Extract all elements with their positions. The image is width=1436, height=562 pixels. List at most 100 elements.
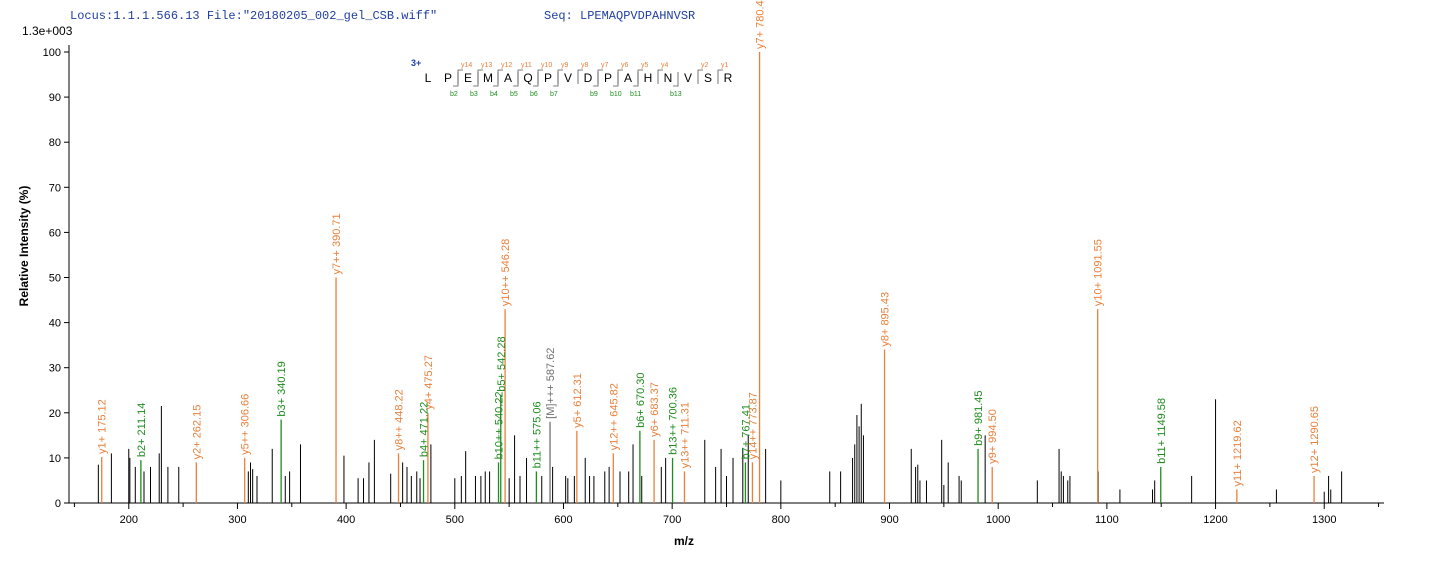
b-ion-label: b10 [610,91,622,98]
y-ion-label: y12 [501,62,512,69]
y-tick-label: 0 [55,498,61,510]
y-ion-label: y2 [701,62,709,69]
y-tick-label: 90 [49,92,61,104]
b-ion-label: b6 [530,91,538,98]
y-cleavage [577,69,583,84]
residue: V [684,71,692,85]
peak-label: y14++ 773.87 [747,392,759,459]
y-tick-label: 50 [49,273,61,285]
residue: D [584,71,593,85]
residue: M [483,71,493,85]
b-ion-label: b5 [510,91,518,98]
residue: R [724,71,733,85]
y-cleavage [497,69,503,84]
scale-label: 1.3e+003 [22,24,73,38]
b-ion-label: b11 [630,91,641,98]
chart-subtitle: Seq: LPEMAQPVDPAHNVSR [544,9,695,23]
x-tick-label: 300 [228,514,246,526]
x-tick-label: 1300 [1312,514,1336,526]
peak-label: b6+ 670.30 [635,372,647,427]
peak-label: b3+ 340.19 [276,361,288,416]
residue: Q [523,71,532,85]
y-ion-label: y14 [461,62,472,69]
b-cleavage [613,72,619,87]
residue: E [464,71,472,85]
residue: P [444,71,452,85]
y-ion-label: y4 [661,62,669,69]
peak-label: y8++ 448.22 [394,389,406,450]
peak-label: y5+ 612.31 [572,373,584,428]
residue: S [704,71,712,85]
peak-label: y4+ 475.27 [423,355,435,410]
peak-label: y9+ 994.50 [987,409,999,464]
b-ion-label: b9 [590,91,598,98]
peak-label: y1+ 175.12 [97,399,109,454]
peak-label: b11+ 1149.58 [1156,398,1168,464]
x-tick-label: 900 [880,514,898,526]
y-cleavage [657,69,663,84]
b-cleavage [453,72,459,87]
residue: V [564,71,572,85]
peak-label: y11+ 1219.62 [1232,420,1244,486]
x-tick-label: 800 [772,514,790,526]
b-cleavage [473,72,479,87]
y-tick-label: 100 [43,47,61,59]
peak-label: y13++ 711.31 [679,402,691,468]
residue: P [604,71,612,85]
b-cleavage [633,72,639,87]
y-tick-label: 60 [49,227,61,239]
peak-label: y10+ 1091.55 [1093,239,1105,306]
x-tick-label: 500 [446,514,464,526]
y-cleavage [597,69,603,84]
y-cleavage [697,69,703,84]
peak-label: b10++ 540.22 [494,392,506,460]
peak-label: [M]+++ 587.62 [545,348,557,419]
y-cleavage [457,69,463,84]
y-tick-label: 10 [49,453,61,465]
x-axis-label: m/z [674,534,694,548]
b-ion-label: b7 [550,91,558,98]
y-cleavage [537,69,543,84]
peak-label: y8+ 895.43 [880,292,892,347]
x-tick-label: 400 [337,514,355,526]
y-ion-label: y6 [621,62,629,69]
y-ion-label: y7 [601,62,609,69]
residue: A [504,71,512,85]
peak-label: b4+ 471.22 [419,402,431,457]
x-tick-label: 1200 [1203,514,1227,526]
y-ion-label: y10 [541,62,552,69]
b-cleavage [673,72,679,87]
x-tick-label: 700 [663,514,681,526]
residue: P [544,71,552,85]
y-ion-label: y5 [641,62,649,69]
b-cleavage [593,72,599,87]
charge-state: 3+ [411,58,421,68]
x-tick-label: 1000 [986,514,1010,526]
peak-label: b5+ 542.28 [496,336,508,391]
x-tick-label: 600 [554,514,572,526]
b-cleavage [553,72,559,87]
residue: H [644,71,653,85]
y-cleavage [557,69,563,84]
y-tick-label: 80 [49,137,61,149]
peak-label: b13++ 700.36 [668,387,680,455]
y-cleavage [617,69,623,84]
y-cleavage [517,69,523,84]
residue: N [664,71,673,85]
peak-label: y10++ 546.28 [500,239,512,306]
y-ion-label: y13 [481,62,492,69]
peak-label: b2+ 211.14 [136,403,148,458]
peak-label: y5++ 306.66 [240,394,252,455]
b-ion-label: b13 [670,91,682,98]
b-cleavage [513,72,519,87]
peak-label: b11++ 575.06 [531,401,543,468]
b-ion-label: b4 [490,91,498,98]
b-cleavage [493,72,499,87]
peak-label: y7++ 390.71 [331,213,343,274]
x-tick-label: 200 [120,514,138,526]
y-cleavage [637,69,643,84]
y-tick-label: 30 [49,363,61,375]
y-tick-label: 40 [49,318,61,330]
y-cleavage [717,69,723,84]
